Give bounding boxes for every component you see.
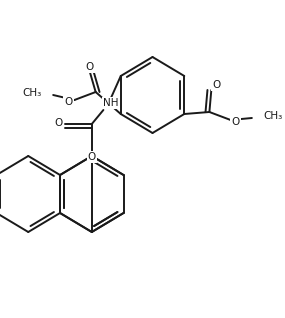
Text: O: O: [55, 118, 63, 128]
Text: O: O: [212, 80, 220, 90]
Text: O: O: [88, 152, 96, 162]
Text: NH: NH: [103, 98, 119, 108]
Text: O: O: [64, 97, 73, 107]
Text: CH₃: CH₃: [22, 88, 42, 98]
Text: O: O: [86, 62, 94, 72]
Text: CH₃: CH₃: [263, 111, 283, 121]
Text: O: O: [231, 117, 240, 127]
